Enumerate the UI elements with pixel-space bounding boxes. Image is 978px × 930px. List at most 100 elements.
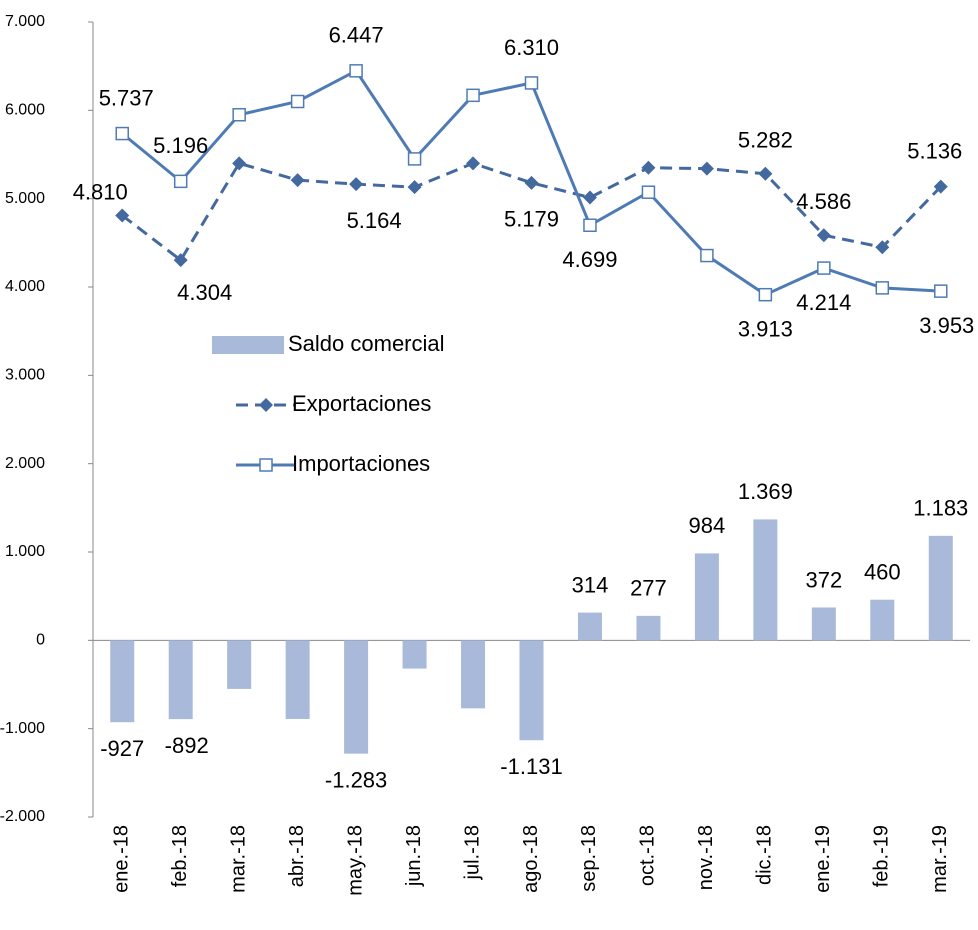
marker	[466, 88, 480, 103]
marker	[816, 228, 831, 243]
bar	[402, 640, 427, 669]
marker	[758, 166, 773, 181]
marker	[641, 160, 656, 175]
marker	[817, 261, 831, 275]
data-label: 3.913	[738, 316, 793, 341]
x-tick-label: feb.-18	[169, 825, 191, 887]
marker	[934, 284, 948, 298]
marker	[407, 180, 422, 195]
data-label: 5.737	[99, 85, 154, 110]
bar	[344, 640, 369, 754]
data-label: 1.183	[913, 496, 968, 521]
data-label: 4.304	[177, 280, 232, 305]
y-tick-label: -2.000	[0, 808, 45, 825]
data-label: 5.179	[504, 207, 559, 232]
data-label: 4.810	[73, 179, 128, 204]
legend-swatch	[212, 336, 284, 354]
bar	[870, 599, 895, 641]
data-label: 372	[805, 567, 842, 592]
data-label: 5.282	[738, 128, 793, 153]
y-tick-label: 6.000	[5, 102, 45, 119]
bar	[636, 615, 661, 641]
marker	[115, 126, 129, 141]
marker	[758, 287, 773, 302]
bar	[168, 640, 193, 720]
marker	[699, 161, 714, 176]
x-tick-label: feb.-19	[871, 825, 893, 887]
marker	[290, 94, 305, 109]
x-tick-label: dic.-18	[754, 825, 776, 885]
data-label: -927	[100, 736, 144, 761]
data-label: 4.586	[796, 189, 851, 214]
bar	[694, 553, 719, 641]
legend-label: Saldo comercial	[288, 331, 445, 356]
marker	[407, 152, 422, 166]
data-label: 4.699	[562, 247, 617, 272]
bar	[110, 640, 135, 723]
legend-label: Importaciones	[292, 451, 430, 476]
data-label: 3.953	[919, 313, 974, 338]
data-label: 460	[864, 560, 901, 585]
y-tick-label: 0	[36, 632, 45, 649]
marker	[232, 156, 247, 171]
marker	[933, 179, 948, 194]
data-label: 5.136	[907, 138, 962, 163]
line	[121, 161, 942, 263]
y-tick-label: 5.000	[5, 190, 45, 207]
marker	[115, 208, 130, 223]
x-tick-label: abr.-18	[286, 825, 308, 887]
x-tick-label: nov.-18	[695, 825, 717, 890]
x-tick-label: may.-18	[344, 825, 366, 896]
data-label: -1.131	[500, 754, 562, 779]
marker	[875, 240, 890, 255]
data-label: 984	[689, 513, 726, 538]
bar	[811, 607, 836, 641]
data-label: 6.447	[329, 23, 384, 48]
data-label: -892	[165, 733, 209, 758]
data-label: 5.164	[347, 208, 402, 233]
marker	[524, 76, 539, 90]
y-tick-label: 2.000	[5, 455, 45, 472]
marker	[349, 64, 363, 78]
marker	[524, 175, 539, 190]
bar	[577, 612, 602, 641]
marker	[232, 108, 246, 122]
bar	[285, 640, 310, 719]
marker	[582, 190, 597, 205]
x-tick-label: ene.-18	[111, 825, 133, 893]
data-label: 5.196	[153, 133, 208, 158]
x-tick-label: jun.-18	[403, 825, 425, 887]
y-tick-label: 4.000	[5, 278, 45, 295]
data-label: 1.369	[738, 479, 793, 504]
bar	[461, 640, 486, 709]
marker	[875, 281, 890, 295]
x-tick-label: mar.-19	[929, 825, 951, 893]
y-tick-label: 3.000	[5, 367, 45, 384]
bar	[928, 535, 953, 641]
data-label: -1.283	[325, 767, 387, 792]
marker	[290, 173, 305, 188]
bar	[519, 640, 544, 741]
y-tick-label: 1.000	[5, 543, 45, 560]
bar	[227, 640, 252, 689]
x-tick-label: sep.-18	[578, 825, 600, 892]
marker	[466, 156, 481, 171]
marker	[173, 174, 188, 189]
y-tick-label: 7.000	[5, 13, 45, 30]
bar	[753, 519, 778, 641]
x-tick-label: mar.-18	[227, 825, 249, 893]
marker	[583, 218, 597, 233]
x-tick-label: oct.-18	[637, 825, 659, 886]
data-label: 314	[572, 572, 609, 597]
x-tick-label: ene.-19	[812, 825, 834, 893]
x-tick-label: ago.-18	[520, 825, 542, 893]
marker	[641, 185, 656, 199]
marker	[700, 248, 714, 263]
marker	[349, 177, 364, 192]
marker	[173, 253, 188, 268]
data-label: 4.214	[796, 290, 851, 315]
data-label: 6.310	[504, 35, 559, 60]
legend-marker	[259, 458, 273, 472]
x-tick-label: jul.-18	[461, 825, 483, 880]
